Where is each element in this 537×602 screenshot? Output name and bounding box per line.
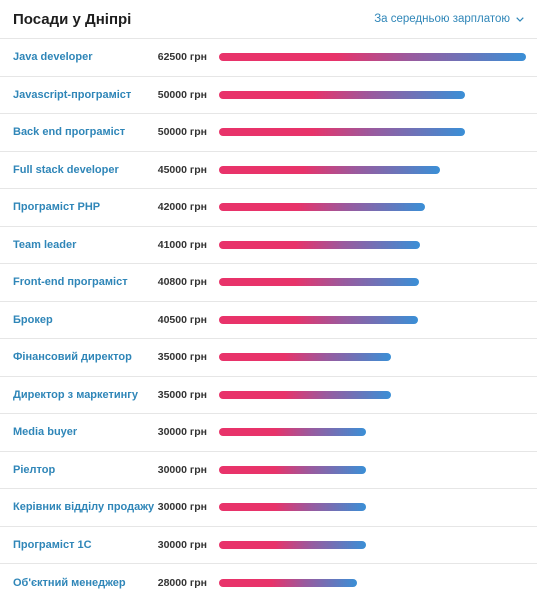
list-item: Програміст 1С 30000 грн — [0, 527, 537, 564]
list-item: Програміст PHP 42000 грн — [0, 189, 537, 227]
list-item: Директор з маркетингу 35000 грн — [0, 377, 537, 414]
salary-bar — [219, 578, 357, 587]
salary-value: 35000 грн — [157, 351, 207, 364]
job-title-link[interactable]: Back end програміст — [13, 126, 126, 139]
salary-bar-track — [219, 390, 526, 399]
salary-bar-track — [219, 203, 526, 212]
salary-value: 35000 грн — [157, 388, 207, 401]
salary-bar-track — [219, 278, 526, 287]
list-item: Ріелтор 30000 грн — [0, 452, 537, 489]
job-title-link[interactable]: Java developer — [13, 51, 93, 64]
salary-value: 30000 грн — [157, 538, 207, 551]
salary-value: 30000 грн — [157, 426, 207, 439]
salary-value: 40800 грн — [157, 276, 207, 289]
job-title-link[interactable]: Керівник відділу продажу — [13, 501, 155, 514]
salary-bar — [219, 503, 367, 512]
chevron-down-icon — [516, 16, 524, 22]
list-item: Фінансовий директор 35000 грн — [0, 339, 537, 377]
salary-bar-track — [219, 353, 526, 362]
job-title-link[interactable]: Media buyer — [13, 426, 78, 439]
job-title-link[interactable]: Front-end програміст — [13, 276, 128, 289]
salary-bar-track — [219, 540, 526, 549]
job-title-link[interactable]: Брокер — [13, 313, 53, 326]
salary-value: 28000 грн — [157, 576, 207, 589]
salary-bar-track — [219, 315, 526, 324]
salary-bar-track — [219, 465, 526, 474]
sort-dropdown[interactable]: За середньою зарплатою — [374, 13, 524, 25]
salary-bar — [219, 240, 421, 249]
list-item: Об'єктний менеджер 28000 грн — [0, 564, 537, 602]
list-item: Java developer 62500 грн — [0, 39, 537, 77]
job-title-link[interactable]: Javascript-програміст — [13, 88, 132, 101]
job-title-link[interactable]: Ріелтор — [13, 463, 56, 476]
salary-bar-track — [219, 503, 526, 512]
salary-value: 42000 грн — [157, 201, 207, 214]
salary-bar — [219, 165, 441, 174]
salary-list: Java developer 62500 грн Javascript-програ… — [0, 38, 537, 602]
job-title-link[interactable]: Team leader — [13, 238, 77, 251]
list-item: Javascript-програміст 50000 грн — [0, 77, 537, 114]
page-title: Посади у Дніпрі — [13, 10, 132, 28]
salary-value: 30000 грн — [157, 501, 207, 514]
sort-label: За середньою зарплатою — [374, 13, 510, 25]
job-title-link[interactable]: Full stack developer — [13, 163, 119, 176]
job-title-link[interactable]: Програміст 1С — [13, 538, 92, 551]
salary-bar — [219, 278, 420, 287]
salary-bar-track — [219, 578, 526, 587]
job-title-link[interactable]: Об'єктний менеджер — [13, 576, 126, 589]
salary-value: 30000 грн — [157, 463, 207, 476]
salary-bar-track — [219, 53, 526, 62]
salary-value: 50000 грн — [157, 126, 207, 139]
salary-value: 45000 грн — [157, 163, 207, 176]
list-item: Media buyer 30000 грн — [0, 414, 537, 452]
salary-bar — [219, 315, 418, 324]
list-item: Team leader 41000 грн — [0, 227, 537, 264]
salary-bar — [219, 353, 391, 362]
salary-bar-track — [219, 90, 526, 99]
list-item: Front-end програміст 40800 грн — [0, 264, 537, 302]
salary-bar-track — [219, 165, 526, 174]
salary-bar — [219, 428, 367, 437]
list-item: Back end програміст 50000 грн — [0, 114, 537, 152]
salary-value: 62500 грн — [157, 51, 207, 64]
salary-value: 50000 грн — [157, 88, 207, 101]
list-item: Брокер 40500 грн — [0, 302, 537, 339]
salary-bar — [219, 203, 426, 212]
salary-bar-track — [219, 128, 526, 137]
salary-bar — [219, 465, 367, 474]
salary-bar-track — [219, 240, 526, 249]
job-title-link[interactable]: Директор з маркетингу — [13, 388, 139, 401]
salary-bar — [219, 128, 465, 137]
salary-bar — [219, 53, 526, 62]
job-title-link[interactable]: Програміст PHP — [13, 201, 101, 214]
salary-value: 40500 грн — [157, 313, 207, 326]
job-title-link[interactable]: Фінансовий директор — [13, 351, 132, 364]
page-header: Посади у Дніпрі За середньою зарплатою — [0, 0, 537, 38]
salary-bar — [219, 90, 465, 99]
list-item: Full stack developer 45000 грн — [0, 152, 537, 189]
salary-value: 41000 грн — [157, 238, 207, 251]
salary-bar — [219, 540, 367, 549]
list-item: Керівник відділу продажу 30000 грн — [0, 489, 537, 527]
salary-bar-track — [219, 428, 526, 437]
salary-bar — [219, 390, 391, 399]
